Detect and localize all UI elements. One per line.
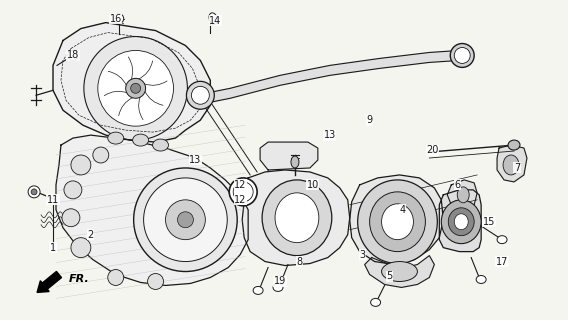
Ellipse shape (275, 193, 319, 243)
Ellipse shape (382, 204, 414, 240)
Ellipse shape (148, 274, 164, 289)
Ellipse shape (108, 269, 124, 285)
Ellipse shape (114, 14, 124, 24)
Ellipse shape (253, 286, 263, 294)
Text: 13: 13 (324, 130, 336, 140)
Ellipse shape (153, 139, 169, 151)
FancyArrow shape (37, 271, 61, 292)
Ellipse shape (358, 180, 437, 264)
Ellipse shape (64, 181, 82, 199)
Text: 12: 12 (234, 195, 247, 205)
Polygon shape (497, 145, 527, 182)
Ellipse shape (457, 187, 469, 203)
Polygon shape (56, 135, 248, 285)
Ellipse shape (62, 209, 80, 227)
Text: 17: 17 (496, 257, 508, 267)
Text: 9: 9 (366, 115, 373, 125)
Text: 7: 7 (514, 163, 520, 173)
Ellipse shape (126, 78, 145, 98)
Polygon shape (350, 175, 443, 265)
Ellipse shape (476, 276, 486, 284)
Text: 14: 14 (209, 16, 222, 26)
Ellipse shape (84, 36, 187, 140)
Polygon shape (260, 142, 318, 170)
Text: 20: 20 (426, 145, 438, 155)
Ellipse shape (93, 147, 108, 163)
Text: 6: 6 (454, 180, 460, 190)
Text: 13: 13 (189, 155, 202, 165)
Text: 5: 5 (386, 271, 392, 282)
Ellipse shape (503, 155, 519, 175)
Ellipse shape (382, 261, 417, 282)
Text: 16: 16 (110, 14, 122, 24)
Text: 2: 2 (87, 230, 94, 240)
Ellipse shape (262, 180, 332, 256)
Ellipse shape (191, 86, 210, 104)
Text: 1: 1 (50, 243, 56, 252)
Ellipse shape (229, 178, 257, 206)
Ellipse shape (291, 156, 299, 168)
Ellipse shape (133, 134, 149, 146)
Ellipse shape (448, 208, 474, 236)
Ellipse shape (273, 284, 283, 292)
Ellipse shape (454, 47, 470, 63)
Text: 10: 10 (307, 180, 319, 190)
Ellipse shape (497, 236, 507, 244)
Text: 19: 19 (274, 276, 286, 286)
Text: 12: 12 (234, 180, 247, 190)
Ellipse shape (165, 200, 206, 240)
Text: FR.: FR. (69, 275, 90, 284)
Text: 18: 18 (67, 51, 79, 60)
Ellipse shape (144, 178, 227, 261)
Ellipse shape (28, 186, 40, 198)
Polygon shape (447, 180, 477, 208)
Ellipse shape (186, 81, 214, 109)
Ellipse shape (441, 200, 481, 244)
Polygon shape (439, 190, 481, 252)
Polygon shape (365, 256, 435, 287)
Ellipse shape (454, 214, 468, 230)
Polygon shape (53, 23, 210, 142)
Ellipse shape (370, 192, 425, 252)
Polygon shape (242, 170, 350, 266)
Text: 8: 8 (297, 257, 303, 267)
Ellipse shape (98, 51, 173, 126)
Ellipse shape (131, 83, 141, 93)
Text: 3: 3 (360, 250, 366, 260)
Ellipse shape (209, 13, 218, 24)
Ellipse shape (108, 132, 124, 144)
Text: 15: 15 (483, 217, 495, 227)
Ellipse shape (371, 298, 381, 306)
Ellipse shape (68, 51, 78, 60)
Text: 4: 4 (399, 205, 406, 215)
Ellipse shape (133, 168, 237, 271)
Ellipse shape (508, 140, 520, 150)
Ellipse shape (450, 44, 474, 68)
Ellipse shape (71, 238, 91, 258)
Polygon shape (210, 51, 460, 102)
Text: 11: 11 (47, 195, 59, 205)
Ellipse shape (177, 212, 193, 228)
Ellipse shape (31, 189, 37, 195)
Ellipse shape (71, 155, 91, 175)
Ellipse shape (233, 182, 253, 202)
